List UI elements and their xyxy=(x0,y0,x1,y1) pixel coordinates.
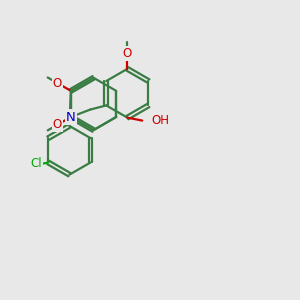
Text: OH: OH xyxy=(151,114,169,127)
Text: O: O xyxy=(53,76,62,90)
Text: N: N xyxy=(66,110,76,124)
Text: O: O xyxy=(123,47,132,60)
Text: O: O xyxy=(53,118,62,131)
Text: Cl: Cl xyxy=(30,158,42,170)
